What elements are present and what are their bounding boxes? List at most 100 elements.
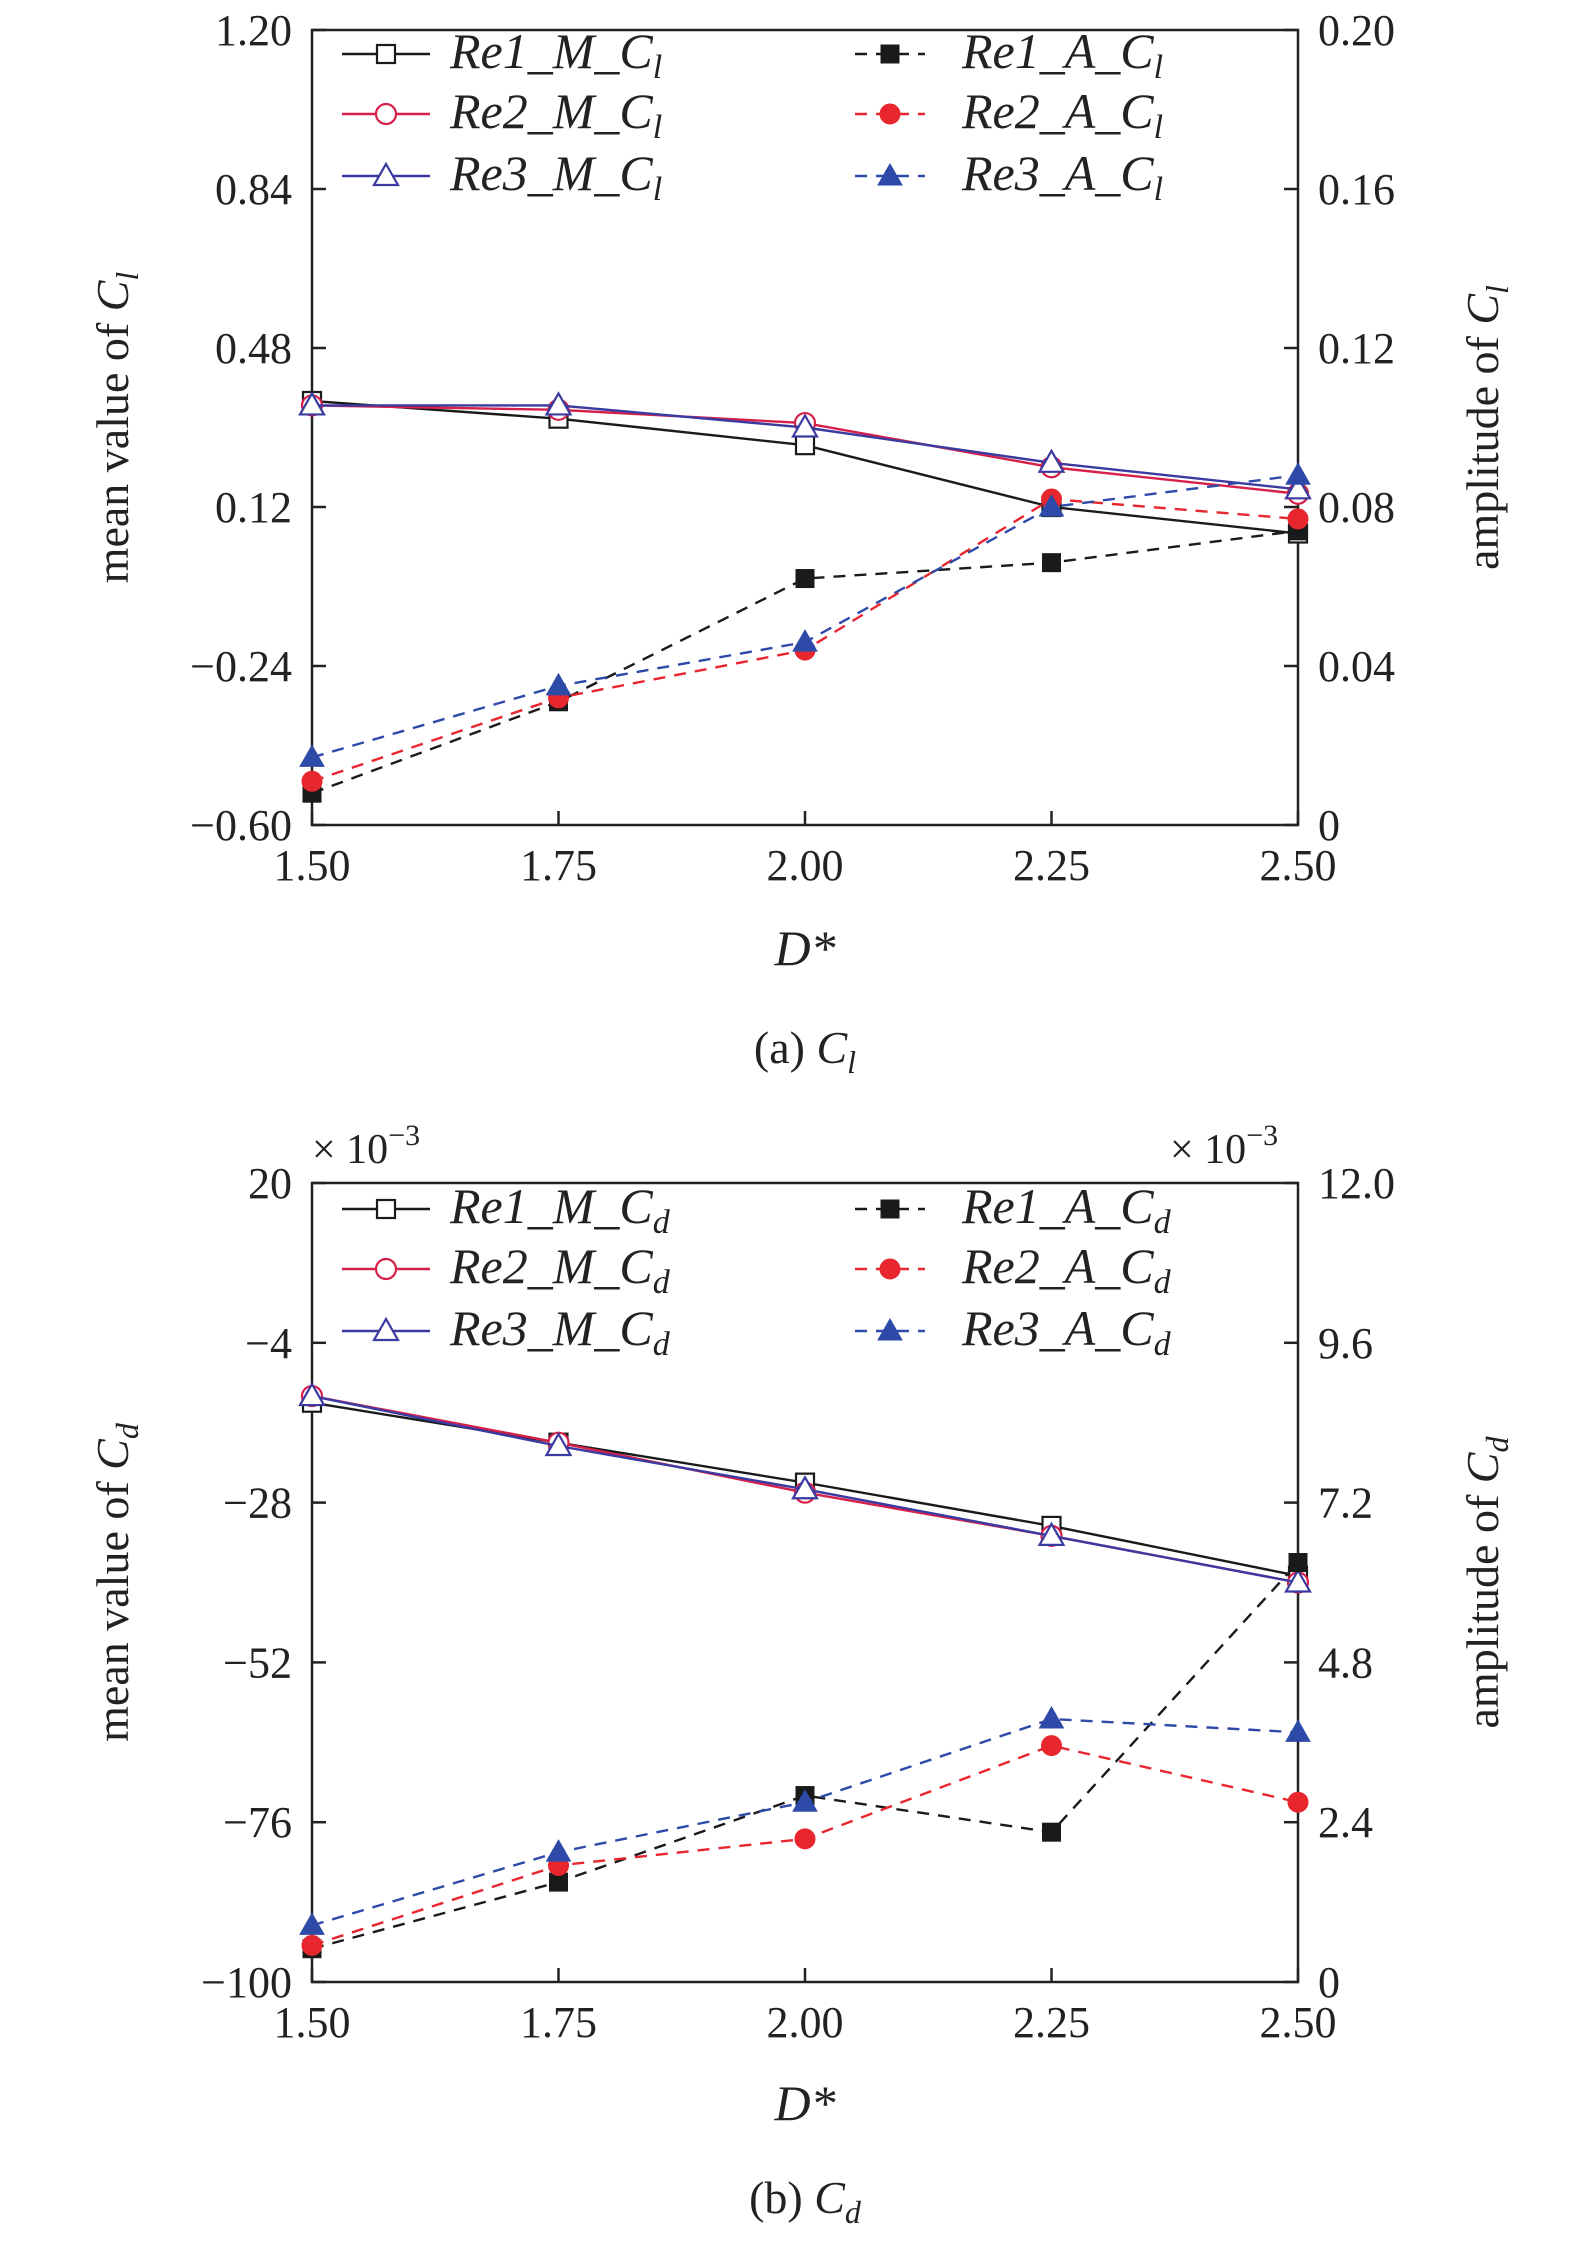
legend-marker (375, 43, 397, 65)
multiplier-right: × 10−3 (1170, 1119, 1278, 1173)
data-point-Re3_A_Cd (1038, 1705, 1065, 1729)
series-Re3_M_Cl (298, 391, 1312, 500)
data-point-Re3_M_Cd (1284, 1568, 1312, 1593)
data-point-Re1_A_Cd (1288, 1553, 1308, 1573)
data-point-Re3_M_Cl (298, 391, 326, 416)
x-axis-label: D* (773, 920, 835, 976)
y-right-tick-label: 12.0 (1318, 1159, 1395, 1208)
legend-marker (879, 103, 901, 125)
legend-entry-Re1_A_Cl: Re1_A_Cl (855, 23, 1163, 86)
data-point-Re2_A_Cd (1287, 1791, 1309, 1813)
legend-marker (372, 1316, 400, 1342)
legend-entry-Re3_M_Cl: Re3_M_Cl (342, 145, 662, 208)
data-point-Re3_M_Cd (298, 1381, 326, 1407)
y-left-tick-label: −52 (223, 1638, 292, 1687)
legend-marker (372, 161, 400, 187)
data-point-Re2_A_Cd (301, 1934, 323, 1956)
series-Re1_A_Cd (302, 1553, 1308, 1959)
legend-label: Re1_A_Cl (961, 23, 1163, 86)
legend-entry-Re2_M_Cd: Re2_M_Cd (342, 1238, 671, 1301)
data-point-Re3_M_Cd (544, 1431, 573, 1457)
legend-label: Re3_A_Cd (961, 1300, 1172, 1363)
series-line-Re1_A_Cd (311, 1561, 1299, 1950)
data-point-Re1_A_Cl (1042, 553, 1061, 573)
y-right-tick-label: 7.2 (1318, 1479, 1373, 1528)
y-right-tick-label: 4.8 (1318, 1638, 1373, 1687)
data-point-Re1_A_Cd (1042, 1822, 1061, 1842)
data-point-Re3_A_Cd (299, 1912, 325, 1935)
legend-label: Re2_M_Cd (449, 1238, 671, 1301)
data-point-Re3_A_Cl (792, 629, 818, 652)
y-right-tick-label: 0.04 (1318, 642, 1395, 691)
y-left-axis-label: mean value of Cl (87, 272, 145, 584)
x-axis-label: D* (773, 2075, 835, 2131)
x-tick-label: 2.00 (767, 1998, 844, 2047)
y-left-tick-label: −76 (223, 1798, 292, 1847)
y-left-tick-label: 1.20 (215, 6, 292, 55)
panel-caption: (a) Cl (754, 1022, 856, 1080)
legend-entry-Re3_A_Cl: Re3_A_Cl (855, 145, 1163, 208)
legend-marker (877, 1317, 903, 1341)
y-right-tick-label: 0.16 (1318, 165, 1395, 214)
series-Re3_A_Cl (299, 462, 1311, 767)
chart-panel-1: 1.50 1.75 2.00 2.25 2.50 −100 −76 −52 −28 −4 20 0 2.… (87, 1119, 1515, 2230)
x-tick-label: 2.25 (1013, 1998, 1090, 2047)
data-point-Re2_A_Cl (301, 770, 323, 792)
y-left-tick-label: 0.84 (215, 165, 292, 214)
legend-marker (880, 1199, 900, 1219)
y-left-tick-label: −100 (201, 1958, 292, 2007)
y-left-axis-label: mean value of Cd (87, 1422, 145, 1742)
legend-label: Re2_M_Cl (449, 83, 662, 146)
multiplier-left: × 10−3 (312, 1119, 420, 1173)
x-tick-label: 1.75 (520, 841, 597, 890)
series-line-Re3_A_Cd (311, 1717, 1299, 1927)
x-tick-label: 2.25 (1013, 841, 1090, 890)
legend-label: Re3_A_Cl (961, 145, 1163, 208)
legend-label: Re2_A_Cl (961, 83, 1163, 146)
series-line-Re1_A_Cl (311, 529, 1299, 795)
data-point-Re2_A_Cl (1287, 508, 1309, 530)
legend-label: Re3_M_Cl (449, 145, 662, 208)
legend-marker (374, 1257, 398, 1281)
legend-entry-Re1_M_Cl: Re1_M_Cl (342, 23, 662, 86)
legend-marker (877, 162, 903, 186)
legend-entry-Re1_A_Cd: Re1_A_Cd (855, 1178, 1172, 1241)
x-tick-label: 2.00 (767, 841, 844, 890)
data-point-Re3_A_Cd (1285, 1719, 1311, 1742)
legend-label: Re1_M_Cl (449, 23, 662, 86)
legend-entry-Re3_A_Cd: Re3_A_Cd (855, 1300, 1172, 1363)
y-left-tick-label: 0.12 (215, 483, 292, 532)
legend-marker (879, 1258, 901, 1280)
x-tick-label: 1.50 (274, 1998, 351, 2047)
chart-panel-0: 1.50 1.75 2.00 2.25 2.50 −0.60 −0.24 0.12 0.48 0.… (87, 6, 1515, 1080)
data-point-Re2_A_Cd (1041, 1735, 1062, 1757)
data-point-Re3_A_Cd (792, 1789, 818, 1812)
x-tick-label: 1.75 (520, 1998, 597, 2047)
y-left-tick-label: 0.48 (215, 324, 292, 373)
y-right-axis-label: amplitude of Cd (1457, 1436, 1515, 1729)
series-Re3_M_Cd (298, 1381, 1312, 1593)
legend-label: Re1_M_Cd (449, 1178, 671, 1241)
data-point-Re3_M_Cd (791, 1475, 819, 1500)
data-point-Re3_A_Cd (545, 1839, 572, 1862)
y-right-tick-label: 0.12 (1318, 324, 1395, 373)
legend-entry-Re2_M_Cl: Re2_M_Cl (342, 83, 662, 146)
y-right-tick-label: 0.08 (1318, 483, 1395, 532)
y-right-tick-label: 2.4 (1318, 1798, 1373, 1847)
legend-entry-Re2_A_Cd: Re2_A_Cd (855, 1238, 1172, 1301)
y-left-tick-label: −0.60 (190, 801, 292, 850)
data-point-Re3_M_Cl (1284, 475, 1312, 500)
data-point-Re3_A_Cl (1285, 462, 1311, 485)
legend-label: Re1_A_Cd (961, 1178, 1172, 1241)
legend-marker (880, 44, 900, 64)
data-point-Re3_M_Cl (1037, 448, 1066, 473)
y-left-tick-label: −28 (223, 1479, 292, 1528)
data-point-Re1_M_Cl (794, 435, 816, 456)
data-point-Re3_M_Cl (544, 391, 573, 416)
y-left-tick-label: −0.24 (190, 642, 292, 691)
data-point-Re3_A_Cl (1038, 493, 1065, 517)
x-tick-label: 1.50 (274, 841, 351, 890)
x-tick-label: 2.50 (1260, 1998, 1337, 2047)
data-point-Re3_M_Cl (791, 413, 819, 438)
